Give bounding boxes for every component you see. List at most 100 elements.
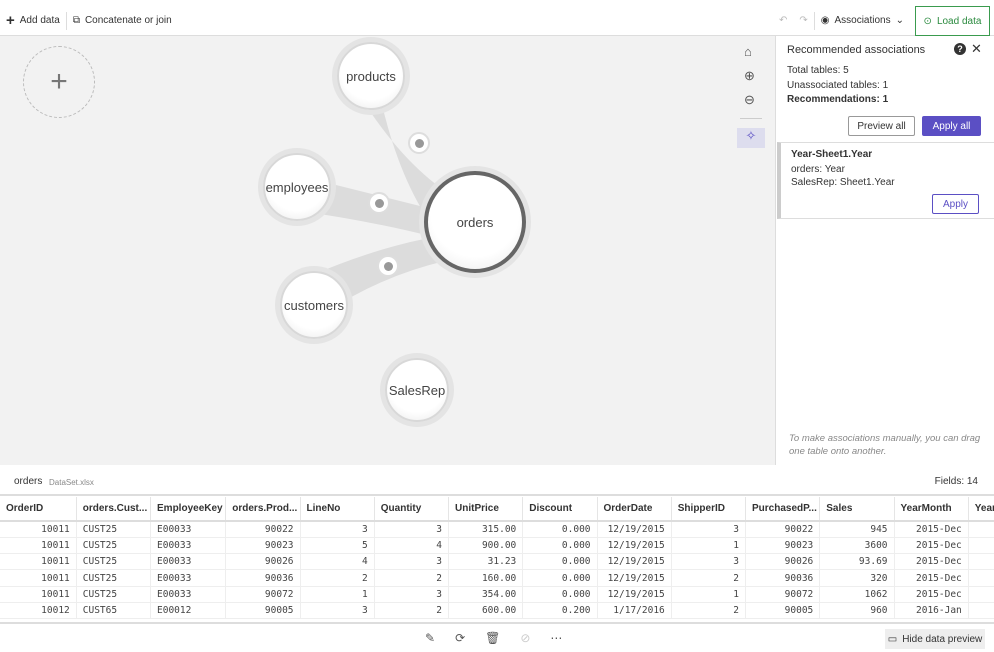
table-cell <box>968 602 994 620</box>
association-node[interactable] <box>377 255 399 277</box>
table-salesrep[interactable]: SalesRep <box>385 358 449 422</box>
divider <box>813 11 815 30</box>
table-cell: 31.23 <box>448 553 524 571</box>
association-node[interactable] <box>408 132 430 154</box>
table-row: 10012 CUST65 E00012 90005 3 2 600.00 0.200 1/17/… <box>0 602 994 620</box>
edit-icon[interactable]: ✎ <box>425 631 436 645</box>
column-header[interactable]: ShipperID <box>671 497 747 522</box>
table-cell: 90036 <box>225 569 301 587</box>
preview-all-button[interactable]: Preview all <box>848 116 915 136</box>
table-row: 10011 CUST25 E00033 90023 5 4 900.00 0.000 12/19… <box>0 537 994 555</box>
table-row: 10011 CUST25 E00033 90022 3 3 315.00 0.000 12/19… <box>0 521 994 538</box>
hint-text: To make associations manually, you can d… <box>789 433 981 457</box>
table-orders[interactable]: orders <box>424 171 526 273</box>
redo-icon[interactable]: ↷ <box>799 15 808 26</box>
home-icon[interactable]: ⌂ <box>744 44 752 59</box>
table-cell: 945 <box>819 521 895 538</box>
panel-title: Recommended associations <box>787 44 926 56</box>
table-customers[interactable]: customers <box>280 271 348 339</box>
eye-icon: ◉ <box>820 15 830 26</box>
table-cell: 90022 <box>225 521 301 538</box>
table-cell: E00033 <box>150 553 227 571</box>
table-cell: CUST25 <box>76 586 152 603</box>
table-cell: 2 <box>374 602 450 620</box>
column-header[interactable]: Sales <box>819 497 895 522</box>
recommendation-title: Year-Sheet1.Year <box>791 149 873 160</box>
more-icon[interactable]: ⋯ <box>550 631 563 645</box>
table-cell <box>968 586 994 603</box>
table-cell: CUST25 <box>76 553 152 571</box>
load-data-button[interactable]: ⊙ Load data <box>915 6 990 36</box>
column-header[interactable]: OrderDate <box>597 497 672 522</box>
column-header[interactable]: orders.Cust... <box>76 497 152 522</box>
table-cell: 160.00 <box>448 569 524 587</box>
column-header[interactable]: orders.Prod... <box>225 497 301 522</box>
apply-button[interactable]: Apply <box>932 194 979 214</box>
table-cell: 10011 <box>0 586 77 603</box>
table-cell: 960 <box>819 602 895 620</box>
associations-dropdown[interactable]: ◉ Associations ⌄ <box>820 15 904 26</box>
model-canvas[interactable]: + products employees orders customers Sa… <box>0 36 776 465</box>
association-node[interactable] <box>368 192 390 214</box>
column-header[interactable]: Quantity <box>374 497 450 522</box>
plus-icon: + <box>6 12 15 29</box>
table-cell: E00033 <box>150 586 227 603</box>
concatenate-button[interactable]: ⧉ Concatenate or join <box>72 15 172 26</box>
refresh-icon[interactable]: ⟳ <box>455 631 466 645</box>
table-cell: 1062 <box>819 586 895 603</box>
column-header[interactable]: Discount <box>522 497 598 522</box>
table-cell: 12/19/2015 <box>597 553 672 571</box>
hide-data-preview-button[interactable]: ▭ Hide data preview <box>885 629 985 649</box>
zoom-in-icon[interactable]: ⊕ <box>744 68 755 83</box>
delete-icon[interactable]: 🗑 <box>485 631 501 645</box>
table-cell: 315.00 <box>448 521 524 538</box>
close-icon[interactable]: ✕ <box>971 41 982 56</box>
preview-table-name: orders <box>14 476 43 487</box>
table-cell: 90072 <box>745 586 821 603</box>
table-cell: 600.00 <box>448 602 524 620</box>
preview-icon: ▭ <box>887 633 898 645</box>
play-circle-icon: ⊙ <box>923 15 932 27</box>
column-header[interactable]: LineNo <box>300 497 375 522</box>
help-icon[interactable]: ? <box>954 43 966 55</box>
table-cell: CUST25 <box>76 521 152 538</box>
add-data-button[interactable]: + Add data <box>6 12 60 29</box>
bottom-toolbar: ✎ ⟳ 🗑 ⊘ ⋯ ▭ Hide data preview <box>0 622 994 652</box>
divider <box>65 11 67 30</box>
column-header[interactable]: PurchasedP... <box>745 497 821 522</box>
recommendation-card[interactable]: Year-Sheet1.Year orders: Year SalesRep: … <box>777 142 994 219</box>
table-cell: 90026 <box>745 553 821 571</box>
table-products[interactable]: products <box>337 42 405 110</box>
filter-icon[interactable]: ⊘ <box>520 631 531 645</box>
table-cell: 2015-Dec <box>894 537 969 555</box>
preview-source: DataSet.xlsx <box>49 478 94 487</box>
table-cell: 3 <box>300 602 375 620</box>
recommended-associations-panel: Recommended associations ? ✕ Total table… <box>777 36 994 465</box>
chevron-down-icon: ⌄ <box>895 15 904 26</box>
table-cell: 900.00 <box>448 537 524 555</box>
table-cell: 10011 <box>0 553 77 571</box>
column-header[interactable]: UnitPrice <box>448 497 524 522</box>
magic-wand-icon[interactable]: ✧ <box>737 128 765 148</box>
column-header[interactable]: Year <box>968 497 994 522</box>
table-employees[interactable]: employees <box>263 153 331 221</box>
column-header[interactable]: YearMonth <box>894 497 969 522</box>
table-cell: 0.000 <box>522 537 598 555</box>
undo-icon[interactable]: ↶ <box>778 15 788 26</box>
table-cell: 3 <box>671 521 747 538</box>
table-cell: 3 <box>300 521 375 538</box>
zoom-out-icon[interactable]: ⊖ <box>744 92 755 107</box>
table-cell: 1 <box>671 537 747 555</box>
toolbar: + Add data ⧉ Concatenate or join ↶ ↷ ◉ Asso… <box>0 6 994 36</box>
table-cell: CUST65 <box>76 602 152 620</box>
fields-count: Fields: 14 <box>934 476 978 487</box>
table-cell: E00033 <box>150 569 227 587</box>
apply-all-button[interactable]: Apply all <box>922 116 981 136</box>
column-header[interactable]: OrderID <box>0 497 77 522</box>
table-cell: 12/19/2015 <box>597 586 672 603</box>
column-header[interactable]: EmployeeKey <box>150 497 227 522</box>
table-cell: 320 <box>819 569 895 587</box>
table-cell: 90036 <box>745 569 821 587</box>
concatenate-icon: ⧉ <box>72 15 80 26</box>
add-table-button[interactable]: + <box>23 46 95 118</box>
